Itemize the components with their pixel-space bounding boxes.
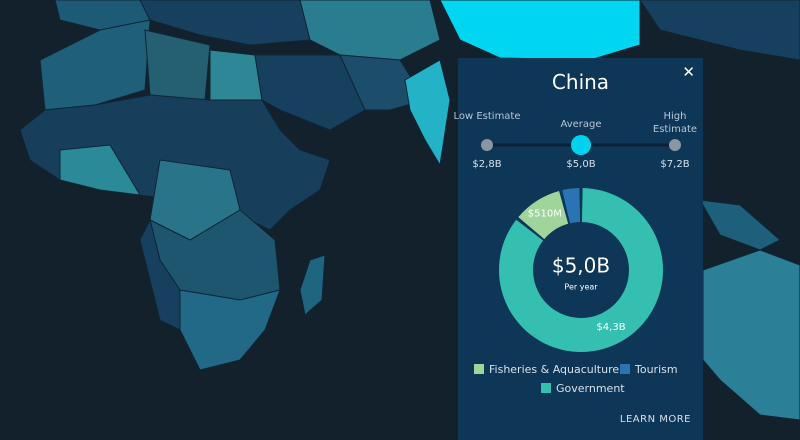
slider-dot [481,139,493,151]
country [39,19,151,111]
estimate-value: $5,0B [566,159,596,170]
country [59,144,141,196]
slider-dot [571,135,591,155]
country [639,0,800,61]
popup-title: China [551,70,610,94]
center-label: Per year [564,283,598,292]
center-value: $5,0B [552,254,610,278]
estimate-label: Average [560,119,602,130]
estimate-value: $2,8B [472,159,502,170]
country [299,254,326,316]
value-label: $4,3B [596,322,625,333]
country [139,218,181,331]
legend-swatch [620,364,630,374]
legend-swatch [474,364,484,374]
legend-label: Tourism [634,363,678,376]
legend-label: Fisheries & Aquaculture [489,363,619,376]
country [299,0,441,61]
country [702,249,800,421]
donut-segment [518,190,569,240]
estimate-label: Low Estimate [453,111,521,122]
country [699,199,781,251]
donut-segment [499,188,663,352]
close-button[interactable]: ✕ [682,63,695,81]
country [144,29,211,101]
country [404,59,451,167]
country [209,49,263,101]
learn-more-link[interactable]: LEARN MORE [619,414,691,425]
estimate-label: High Estimate [652,111,698,135]
country [439,0,641,61]
slider-dot [669,139,681,151]
donut-segment [562,188,581,224]
legend-swatch [541,383,551,393]
estimate-value: $7,2B [660,159,690,170]
value-label: $510M [528,209,562,220]
country [179,289,281,371]
info-popup: $4,3B $510M $5,0B Per year Government Fisheri… [453,58,703,440]
legend-label: Government [556,382,625,395]
country [339,54,426,111]
donut-chart: $4,3B $510M $5,0B Per year Government Fisheri… [474,135,681,395]
